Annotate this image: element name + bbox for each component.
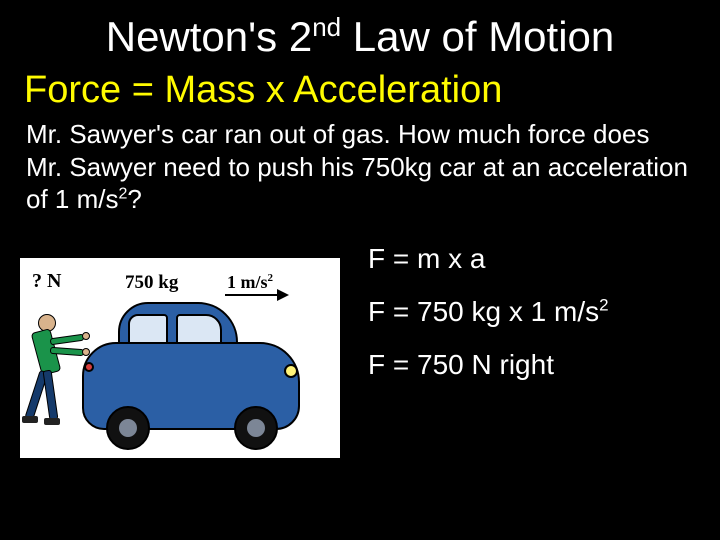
mass-label: 750 kg <box>125 272 178 294</box>
equation-line-3: F = 750 N right <box>368 338 720 391</box>
force-unknown-label: ? N <box>32 270 61 293</box>
lower-region: ? N 750 kg 1 m/s2 F = m x a <box>0 216 720 458</box>
car-push-diagram: ? N 750 kg 1 m/s2 <box>20 258 340 458</box>
solution-equations: F = m x a F = 750 kg x 1 m/s2 F = 750 N … <box>340 230 720 458</box>
formula-heading: Force = Mass x Acceleration <box>0 69 720 118</box>
acceleration-label: 1 m/s2 <box>227 272 273 293</box>
slide-title: Newton's 2nd Law of Motion <box>0 0 720 69</box>
equation-line-1: F = m x a <box>368 232 720 285</box>
acceleration-arrow-icon <box>225 294 287 296</box>
problem-text: Mr. Sawyer's car ran out of gas. How muc… <box>0 118 720 216</box>
equation-line-2: F = 750 kg x 1 m/s2 <box>368 285 720 338</box>
